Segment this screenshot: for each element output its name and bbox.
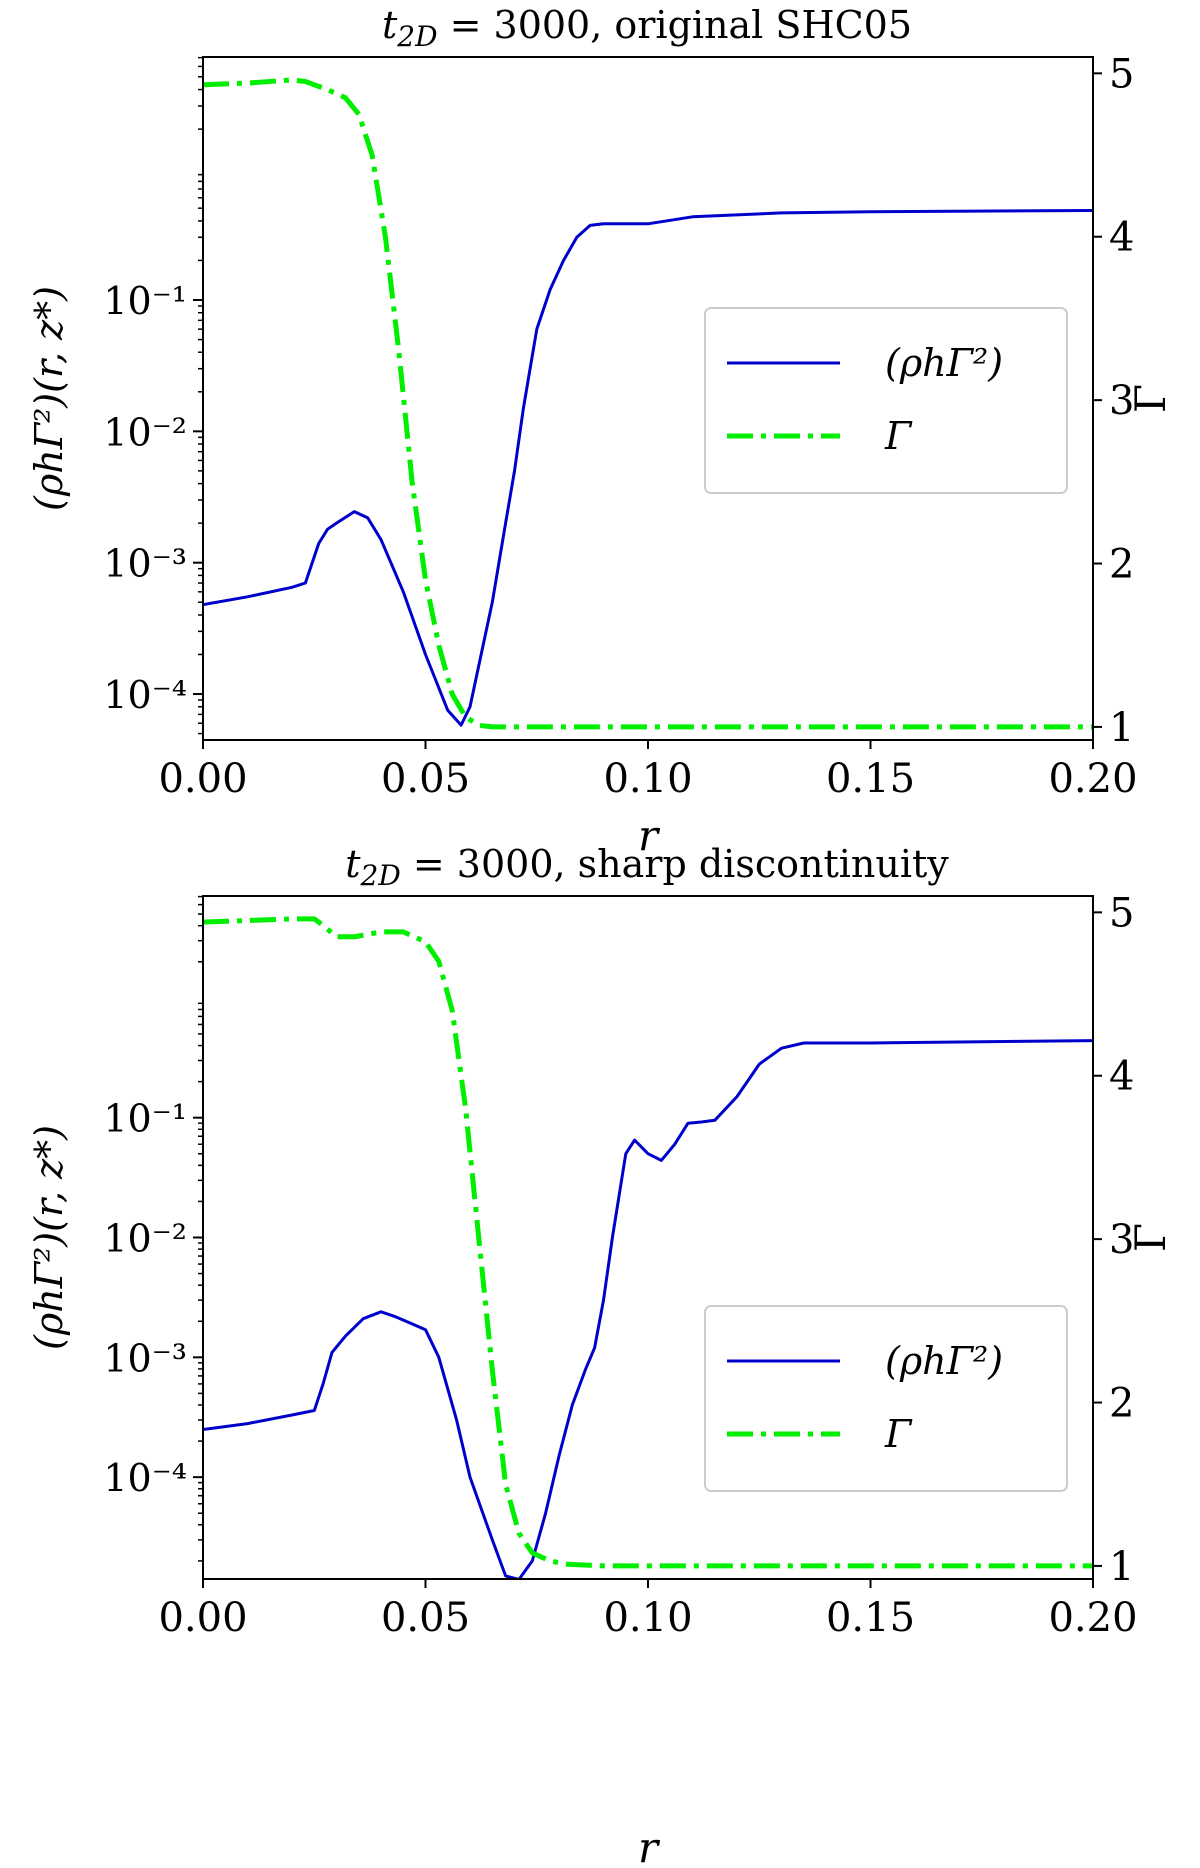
x-tick-label: 0.05 bbox=[381, 756, 470, 802]
series-rho-line bbox=[203, 209, 1093, 727]
y-tick-label: 10⁻¹ bbox=[103, 1097, 187, 1141]
y2-tick-label: 2 bbox=[1109, 1381, 1134, 1427]
y-tick-label: 10⁻³ bbox=[103, 542, 187, 586]
y2-tick-label: 1 bbox=[1109, 1544, 1134, 1590]
legend-box bbox=[704, 1305, 1068, 1492]
y2-axis-label: Γ bbox=[1126, 384, 1175, 413]
series-gamma-line bbox=[203, 77, 1093, 730]
x-tick-label: 0.15 bbox=[826, 1595, 915, 1641]
chart-bottom: t2D = 3000, sharp discontinuity 0.00 0.05… bbox=[27, 842, 1175, 1868]
y-tick-label: 10⁻² bbox=[103, 410, 187, 454]
y2-tick-label: 3 bbox=[1109, 378, 1134, 424]
legend-label-gamma: Γ bbox=[884, 1412, 913, 1456]
legend: (ρhΓ²) Γ bbox=[704, 307, 1068, 494]
series-gamma-line bbox=[203, 916, 1093, 1569]
legend-label-rho: (ρhΓ²) bbox=[885, 1339, 1003, 1383]
x-tick-label: 0.05 bbox=[381, 1595, 470, 1641]
x-axis-label: r bbox=[638, 811, 661, 860]
y-tick-label: 10⁻¹ bbox=[103, 279, 187, 323]
y-tick-label: 10⁻² bbox=[103, 1217, 187, 1261]
y2-tick-label: 2 bbox=[1109, 542, 1134, 588]
y-tick-label: 10⁻³ bbox=[103, 1336, 187, 1380]
x-tick-label: 0.00 bbox=[158, 756, 247, 802]
x-tick-label: 0.20 bbox=[1048, 1595, 1137, 1641]
chart-title: t2D = 3000, original SHC05 bbox=[382, 3, 912, 53]
x-tick-label: 0.10 bbox=[603, 756, 692, 802]
legend-label-rho: (ρhΓ²) bbox=[885, 341, 1003, 385]
y2-tick-label: 3 bbox=[1109, 1217, 1134, 1263]
y2-tick-label: 1 bbox=[1109, 705, 1134, 751]
x-tick-label: 0.00 bbox=[158, 1595, 247, 1641]
x-tick-label: 0.20 bbox=[1048, 756, 1137, 802]
x-tick-label: 0.10 bbox=[603, 1595, 692, 1641]
y2-tick-label: 4 bbox=[1109, 215, 1134, 261]
chart-top: t2D = 3000, original SHC05 0.00 0.05 0.10 0… bbox=[27, 3, 1175, 860]
y2-axis-label: Γ bbox=[1126, 1223, 1175, 1252]
legend: (ρhΓ²) Γ bbox=[704, 1305, 1068, 1492]
series-rho-line bbox=[203, 1039, 1093, 1579]
legend-label-gamma: Γ bbox=[884, 414, 913, 458]
y2-tick-label: 4 bbox=[1109, 1054, 1134, 1100]
y2-tick-label: 5 bbox=[1109, 890, 1134, 936]
y2-tick-label: 5 bbox=[1109, 51, 1134, 97]
chart-title: t2D = 3000, sharp discontinuity bbox=[345, 842, 949, 892]
x-axis-label: r bbox=[638, 1823, 661, 1868]
y-tick-label: 10⁻⁴ bbox=[103, 673, 187, 717]
x-tick-label: 0.15 bbox=[826, 756, 915, 802]
y-axis-label: (ρhΓ²)(r, z*) bbox=[27, 286, 71, 511]
y-tick-label: 10⁻⁴ bbox=[103, 1456, 187, 1500]
legend-box bbox=[704, 307, 1068, 494]
y-axis-label: (ρhΓ²)(r, z*) bbox=[27, 1125, 71, 1350]
